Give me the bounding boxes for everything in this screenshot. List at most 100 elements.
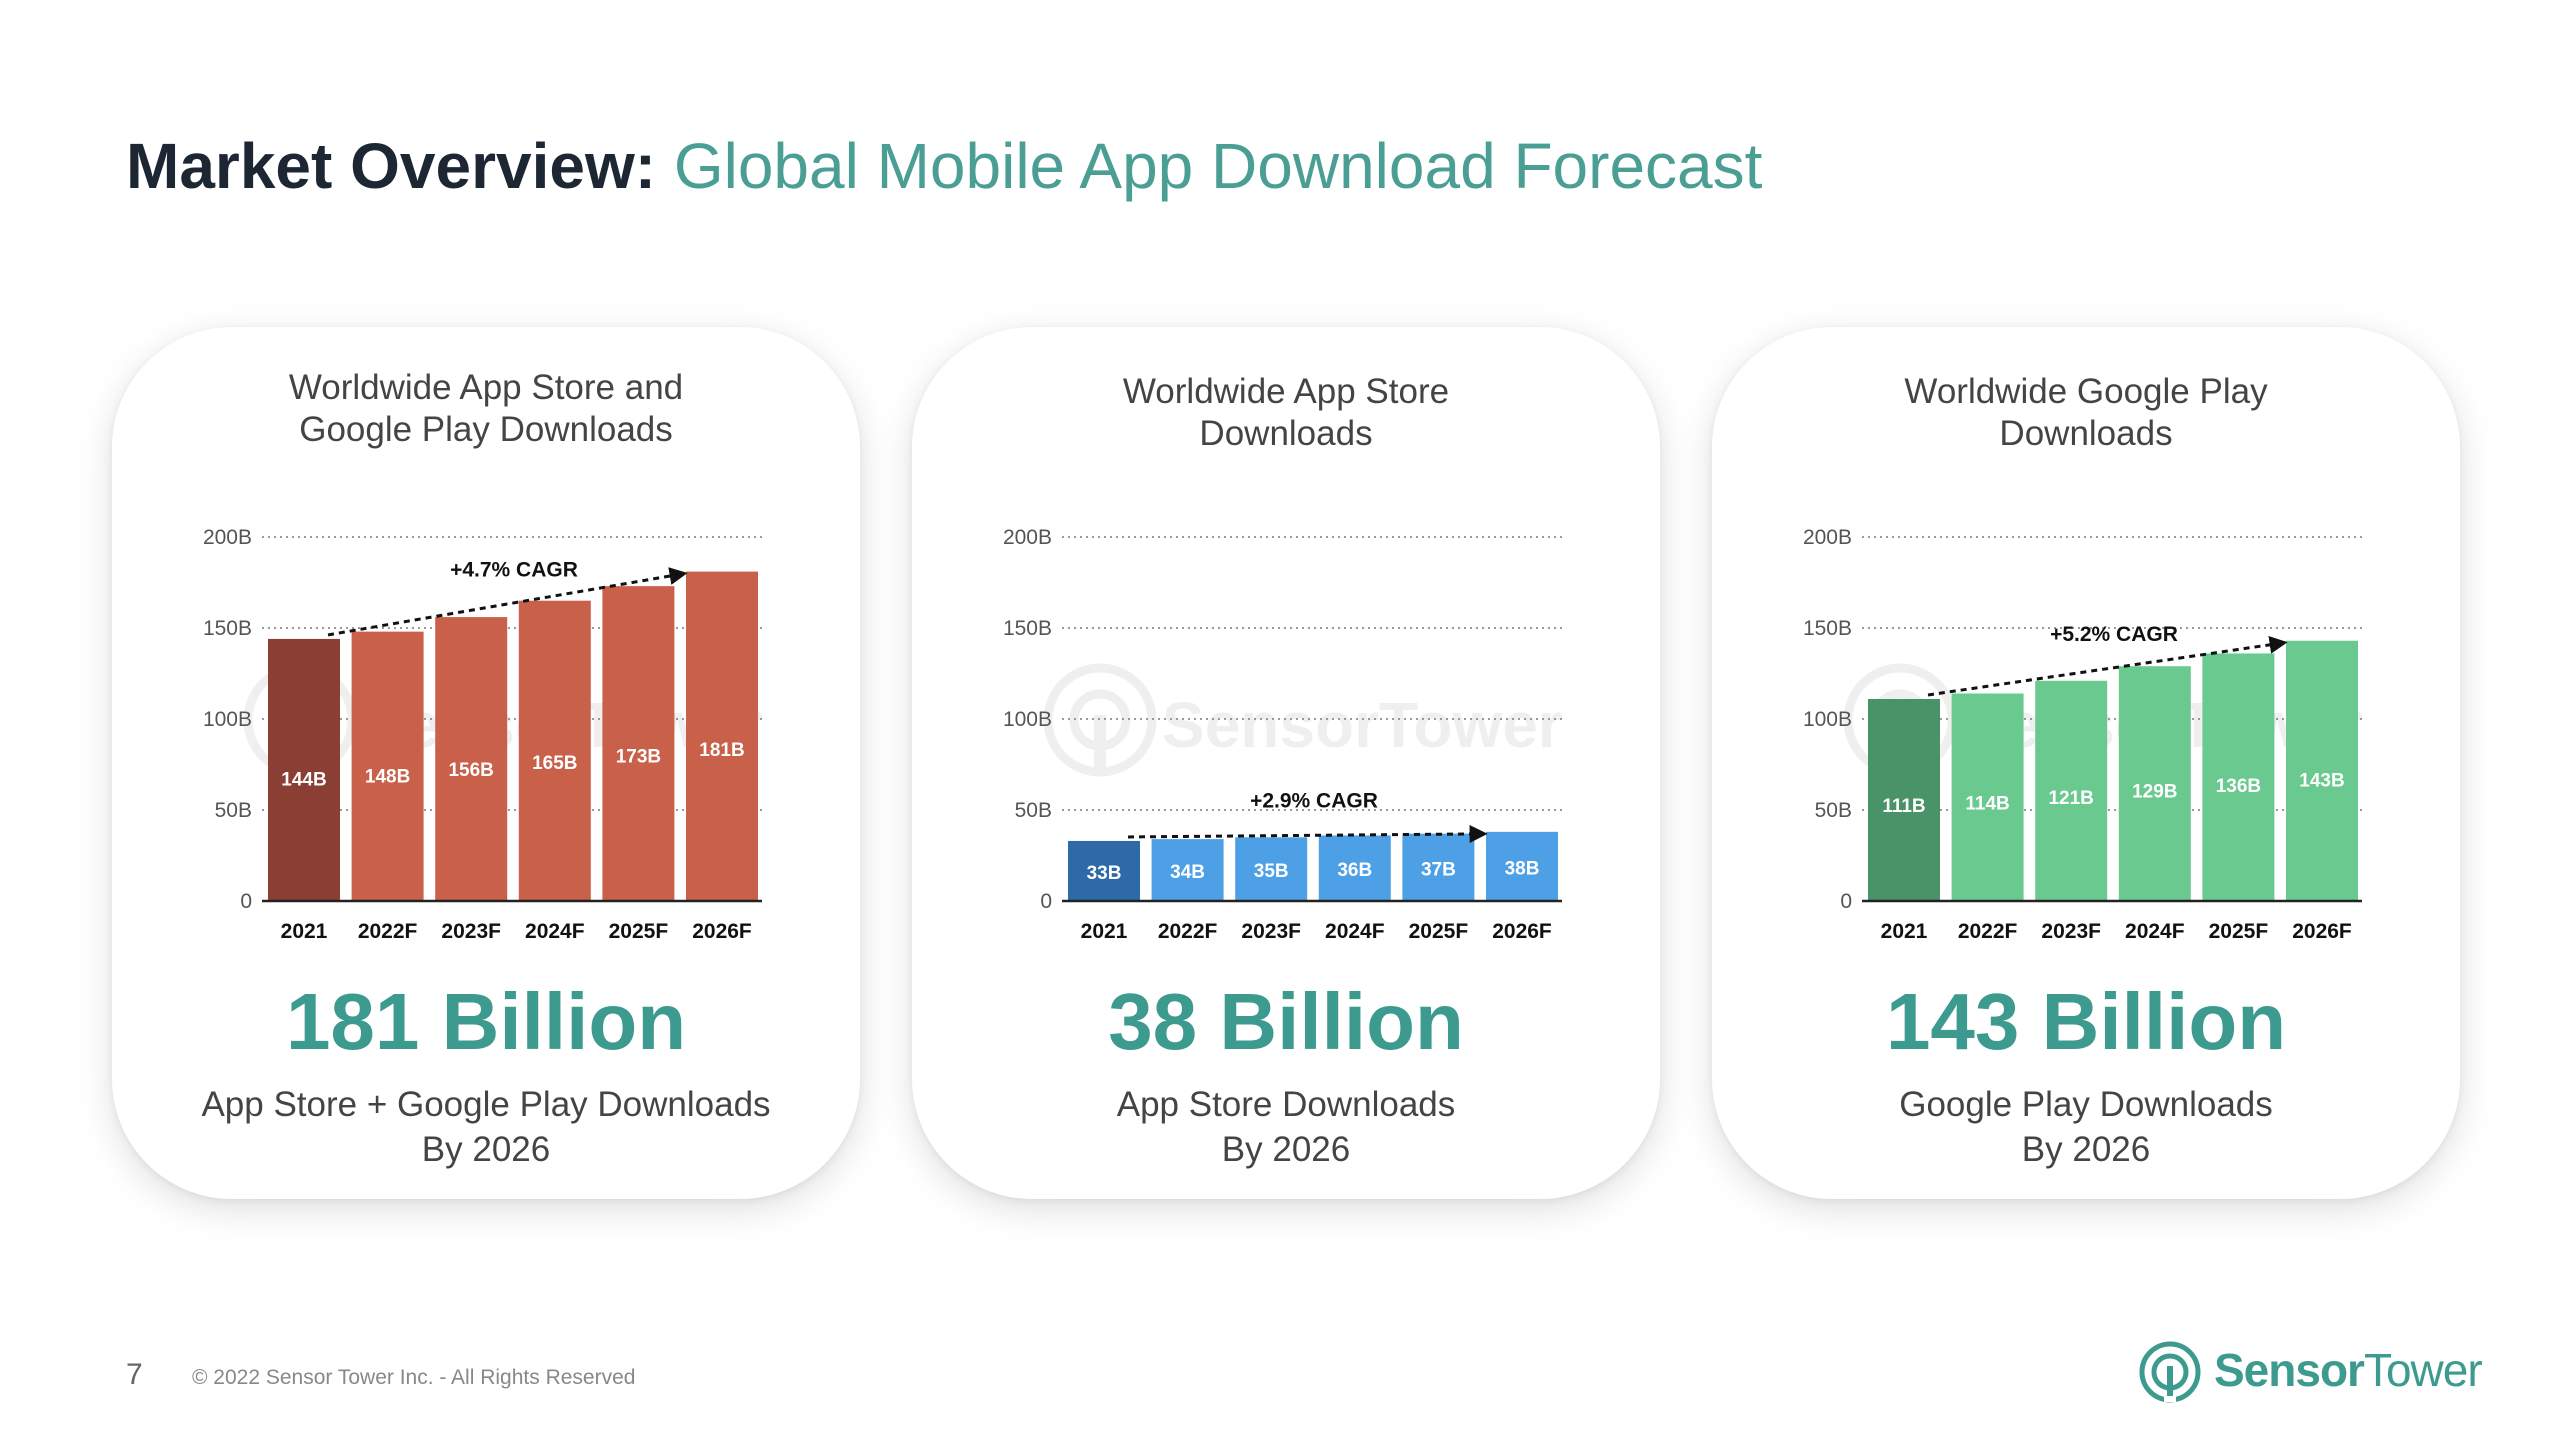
page-title: Market Overview: Global Mobile App Downl…: [126, 126, 1762, 206]
bar: [1151, 839, 1224, 901]
cagr-annotation: +5.2% CAGR: [2050, 623, 2178, 646]
big-number: 38 Billion: [1108, 977, 1464, 1066]
bar: [1402, 833, 1475, 901]
cagr-trend-arrow: [1127, 824, 1488, 843]
y-tick-label: 100B: [203, 708, 252, 731]
x-tick-label: 2023F: [2041, 920, 2101, 943]
card-title-line2: Downloads: [1999, 414, 2173, 453]
bar-value-label: 38B: [1505, 858, 1540, 879]
x-tick-label: 2026F: [2292, 920, 2352, 943]
y-tick-label: 200B: [1003, 526, 1052, 549]
card-title-line1: Worldwide App Store and: [288, 368, 684, 407]
x-tick-label: 2024F: [1325, 920, 1385, 943]
cagr-annotation: +2.9% CAGR: [1250, 789, 1378, 812]
bar-value-label: 165B: [532, 753, 577, 774]
copyright-text: © 2022 Sensor Tower Inc. - All Rights Re…: [192, 1366, 636, 1389]
y-tick-label: 200B: [1803, 526, 1852, 549]
y-tick-label: 200B: [203, 526, 252, 549]
card-title: Worldwide Google Play Downloads: [1712, 371, 2460, 455]
watermark-text: SensorTower: [1162, 689, 1563, 761]
sensor-tower-logo-icon: [2139, 1341, 2201, 1403]
bar: [1951, 693, 2024, 901]
bar-value-label: 144B: [281, 770, 326, 791]
y-tick-label: 0: [1840, 890, 1852, 913]
bar: [2035, 680, 2108, 901]
y-tick-label: 0: [1040, 890, 1052, 913]
y-tick-label: 50B: [1815, 799, 1852, 822]
big-number: 143 Billion: [1885, 977, 2287, 1066]
y-tick-label: 100B: [1003, 708, 1052, 731]
caption-line2: By 2026: [421, 1130, 551, 1169]
cagr-trend-arrow: [1927, 635, 2288, 697]
caption-line2: By 2026: [1221, 1130, 1351, 1169]
sensor-tower-logo-text: SensorTower: [2214, 1342, 2483, 1398]
bar: [1068, 840, 1140, 901]
caption-line2: By 2026: [2021, 1130, 2151, 1169]
caption: App Store + Google Play Downloads By 202…: [112, 1082, 860, 1172]
logo-text-light: Tower: [2363, 1344, 2483, 1396]
x-tick-label: 2026F: [692, 920, 752, 943]
bar: [435, 617, 508, 901]
bar-value-label: 143B: [2299, 770, 2344, 791]
bar-value-label: 34B: [1170, 862, 1205, 883]
bar: [1868, 698, 1940, 901]
x-tick-label: 2021: [1081, 920, 1128, 943]
bar: [2118, 666, 2191, 901]
card-title: Worldwide App Store and Google Play Down…: [112, 367, 860, 451]
x-tick-label: 2024F: [2125, 920, 2185, 943]
bar: [602, 586, 675, 901]
bar-value-label: 37B: [1421, 859, 1456, 880]
card-google-play: Worldwide Google Play Downloads SensorTo…: [1712, 327, 2460, 1199]
bar-value-label: 121B: [2048, 788, 2093, 809]
card-app-store: Worldwide App Store Downloads SensorTowe…: [912, 327, 1660, 1199]
bar-value-label: 136B: [2216, 776, 2261, 797]
x-tick-label: 2022F: [358, 920, 418, 943]
card-title-line2: Downloads: [1199, 414, 1373, 453]
page-number: 7: [126, 1358, 143, 1391]
bar: [2286, 640, 2358, 901]
y-tick-label: 50B: [1015, 799, 1052, 822]
x-tick-label: 2025F: [2209, 920, 2269, 943]
chart-app-store: SensorTower 0 50B 100B 150B 200B 33B 2021 34B 202…: [1003, 526, 1563, 943]
card-title-line1: Worldwide Google Play: [1904, 372, 2268, 411]
y-tick-label: 150B: [1003, 617, 1052, 640]
bar-value-label: 148B: [365, 766, 410, 787]
x-tick-label: 2025F: [1409, 920, 1469, 943]
bar: [268, 638, 340, 901]
watermark: SensorTower: [1043, 663, 1563, 777]
caption: App Store Downloads By 2026: [912, 1082, 1660, 1172]
card-title-line2: Google Play Downloads: [299, 410, 673, 449]
caption-line1: Google Play Downloads: [1899, 1085, 2273, 1124]
x-tick-label: 2024F: [525, 920, 585, 943]
big-number: 181 Billion: [285, 977, 687, 1066]
bar-value-label: 181B: [699, 740, 744, 761]
x-tick-label: 2022F: [1958, 920, 2018, 943]
bar-value-label: 173B: [616, 746, 661, 767]
bar-value-label: 35B: [1254, 861, 1289, 882]
bar-value-label: 36B: [1337, 860, 1372, 881]
bar-value-label: 114B: [1965, 794, 2009, 815]
page-title-strong: Market Overview:: [126, 130, 657, 202]
bar: [2202, 653, 2275, 901]
x-tick-label: 2021: [1881, 920, 1928, 943]
x-tick-label: 2023F: [1241, 920, 1301, 943]
caption: Google Play Downloads By 2026: [1712, 1082, 2460, 1172]
bar: [518, 600, 591, 901]
chart-google-play: SensorTower050B100B150B200B111B2021114B2…: [1803, 526, 2363, 943]
y-tick-label: 50B: [215, 799, 252, 822]
y-tick-label: 100B: [1803, 708, 1852, 731]
bar: [1318, 835, 1391, 901]
cagr-annotation: +4.7% CAGR: [450, 558, 578, 581]
bar-value-label: 33B: [1087, 863, 1122, 884]
bar-value-label: 111B: [1882, 796, 1925, 817]
x-tick-label: 2021: [281, 920, 328, 943]
x-tick-label: 2025F: [609, 920, 669, 943]
sensor-tower-logo: SensorTower: [2138, 1336, 2483, 1406]
bar: [686, 571, 758, 901]
bar: [351, 631, 424, 901]
page-title-light: Global Mobile App Download Forecast: [656, 130, 1763, 202]
bar: [1235, 837, 1308, 901]
logo-text-bold: Sensor: [2214, 1344, 2365, 1396]
card-combined: Worldwide App Store and Google Play Down…: [112, 327, 860, 1199]
x-tick-label: 2023F: [441, 920, 501, 943]
